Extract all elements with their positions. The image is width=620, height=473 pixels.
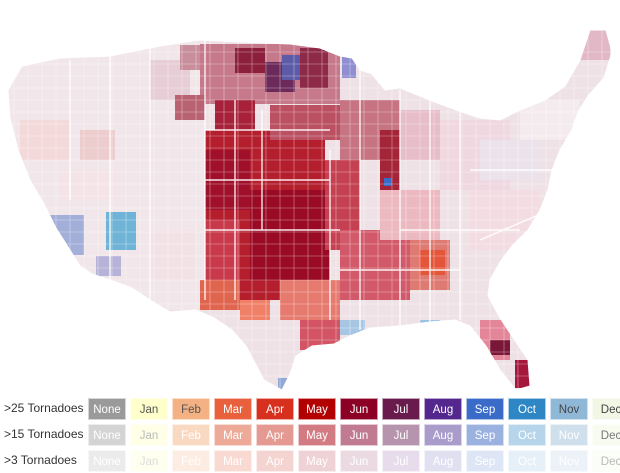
legend-row-3: >3 Tornadoes None Jan Feb Mar Apr May Jun Jul Au… (0, 450, 620, 472)
legend-swatch-aug[interactable]: Aug (424, 424, 462, 446)
legend-swatch-may[interactable]: May (298, 398, 336, 420)
legend-swatch-may[interactable]: May (298, 450, 336, 472)
us-outline (7, 29, 613, 391)
legend: >25 Tornadoes None Jan Feb Mar Apr May Jun Jul A… (0, 396, 620, 472)
legend-swatch-jun[interactable]: Jun (340, 398, 378, 420)
legend-swatch-none[interactable]: None (88, 398, 126, 420)
legend-swatch-mar[interactable]: Mar (214, 398, 252, 420)
legend-swatch-sep[interactable]: Sep (466, 398, 504, 420)
legend-row-label: >25 Tornadoes (4, 401, 84, 415)
legend-swatch-none[interactable]: None (88, 450, 126, 472)
legend-swatch-dec[interactable]: Dec (592, 424, 620, 446)
legend-swatch-oct[interactable]: Oct (508, 450, 546, 472)
legend-swatch-jan[interactable]: Jan (130, 398, 168, 420)
legend-swatch-dec[interactable]: Dec (592, 450, 620, 472)
legend-swatch-feb[interactable]: Feb (172, 450, 210, 472)
legend-swatch-jul[interactable]: Jul (382, 424, 420, 446)
legend-swatch-mar[interactable]: Mar (214, 424, 252, 446)
county-fill-layer (8, 30, 612, 390)
map-svg (7, 29, 613, 391)
legend-swatch-apr[interactable]: Apr (256, 424, 294, 446)
legend-swatch-nov[interactable]: Nov (550, 398, 588, 420)
legend-swatch-jul[interactable]: Jul (382, 450, 420, 472)
legend-swatch-jul[interactable]: Jul (382, 398, 420, 420)
legend-swatch-oct[interactable]: Oct (508, 398, 546, 420)
legend-swatch-oct[interactable]: Oct (508, 424, 546, 446)
legend-row-25: >25 Tornadoes None Jan Feb Mar Apr May Jun Jul A… (0, 398, 620, 420)
legend-swatch-jun[interactable]: Jun (340, 424, 378, 446)
legend-swatch-apr[interactable]: Apr (256, 450, 294, 472)
legend-row-15: >15 Tornadoes None Jan Feb Mar Apr May Jun Jul A… (0, 424, 620, 446)
legend-swatch-aug[interactable]: Aug (424, 450, 462, 472)
legend-swatch-may[interactable]: May (298, 424, 336, 446)
legend-swatch-sep[interactable]: Sep (466, 424, 504, 446)
legend-swatch-feb[interactable]: Feb (172, 424, 210, 446)
legend-swatch-apr[interactable]: Apr (256, 398, 294, 420)
legend-swatch-jun[interactable]: Jun (340, 450, 378, 472)
legend-row-label: >15 Tornadoes (4, 427, 84, 441)
legend-swatch-mar[interactable]: Mar (214, 450, 252, 472)
state-borders (69, 40, 560, 330)
legend-swatch-sep[interactable]: Sep (466, 450, 504, 472)
legend-swatch-dec[interactable]: Dec (592, 398, 620, 420)
legend-swatch-jan[interactable]: Jan (130, 424, 168, 446)
legend-row-label: >3 Tornadoes (4, 453, 77, 467)
legend-swatch-none[interactable]: None (88, 424, 126, 446)
legend-swatch-nov[interactable]: Nov (550, 424, 588, 446)
us-county-tornado-map (7, 29, 613, 391)
legend-swatch-jan[interactable]: Jan (130, 450, 168, 472)
legend-swatch-nov[interactable]: Nov (550, 450, 588, 472)
legend-swatch-aug[interactable]: Aug (424, 398, 462, 420)
legend-swatch-feb[interactable]: Feb (172, 398, 210, 420)
